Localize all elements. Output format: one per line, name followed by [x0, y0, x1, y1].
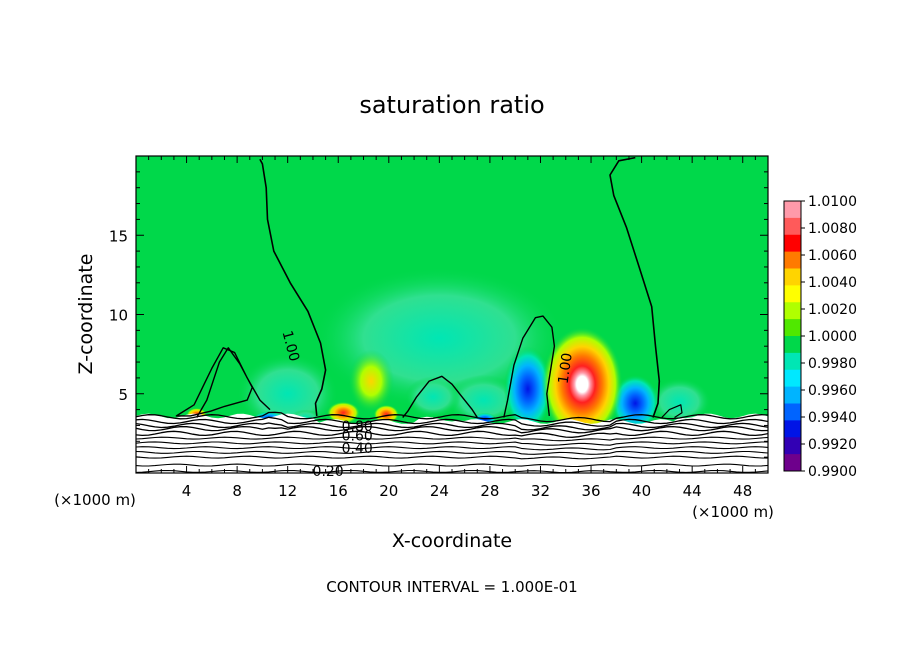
- contour-lines: [136, 156, 768, 473]
- contour-line-lower: [136, 411, 768, 423]
- field-positive-anomaly: [348, 349, 394, 413]
- colorbar-swatch: [784, 302, 801, 320]
- x-tick-label: 48: [733, 482, 752, 500]
- contour-line-lower: [136, 425, 768, 434]
- colorbar-label: 1.0020: [808, 302, 857, 318]
- x-axis-label: X-coordinate: [392, 530, 512, 552]
- colorbar-label: 0.9960: [808, 383, 857, 399]
- y-tick-label: 10: [109, 307, 128, 325]
- colorbar-label: 1.0000: [808, 329, 857, 345]
- contour-line-lower: [136, 463, 768, 468]
- contour-interval-note: CONTOUR INTERVAL = 1.000E-01: [326, 578, 577, 596]
- contour-line-lower: [136, 441, 768, 446]
- chart-title: saturation ratio: [359, 91, 544, 119]
- colorbar-swatch: [784, 336, 801, 354]
- contour-line-lower: [136, 446, 768, 451]
- field-weak-anomaly: [445, 374, 522, 426]
- y-tick-label: 5: [118, 386, 128, 404]
- y-unit-label: (×1000 m): [54, 491, 136, 509]
- colorbar-swatch: [784, 285, 801, 303]
- x-tick-label: 4: [182, 482, 192, 500]
- contour-label: 0.40: [342, 441, 373, 457]
- x-tick-label: 40: [632, 482, 651, 500]
- x-tick-label: 16: [329, 482, 348, 500]
- x-tick-label: 24: [430, 482, 449, 500]
- y-axis-label: Z-coordinate: [75, 254, 97, 375]
- contour-line-lower: [136, 450, 768, 455]
- contour-line-1-00: [661, 404, 683, 419]
- colorbar-swatch: [784, 352, 801, 371]
- colorbar-label: 1.0080: [808, 221, 857, 237]
- colorbar-swatch: [784, 369, 801, 388]
- field-positive-anomaly: [373, 404, 399, 424]
- colorbar-swatch: [784, 319, 801, 337]
- x-axis-ticks: 4 8 12 16 20 24 28 32 36 40 44 48: [148, 156, 756, 500]
- contour-line-1-00: [259, 158, 327, 416]
- colorbar-label: 0.9920: [808, 437, 857, 453]
- colorbar-swatch: [784, 201, 801, 219]
- y-axis-ticks: 5 10 15: [109, 171, 768, 458]
- contour-line-1-00: [175, 347, 271, 418]
- colorbar-swatch: [784, 386, 801, 404]
- contour-line-lower: [136, 436, 768, 442]
- contour-line-lower: [136, 455, 768, 460]
- x-tick-label: 32: [531, 482, 550, 500]
- contour-line-1-00: [609, 156, 661, 418]
- colorbar-label: 0.9980: [808, 356, 857, 372]
- x-unit-label: (×1000 m): [692, 503, 774, 521]
- colorbar-label: 0.9940: [808, 410, 857, 426]
- contour-label: 1.00: [556, 352, 576, 385]
- colorbar-label: 1.0040: [808, 275, 857, 291]
- contour-label: 0.20: [313, 464, 344, 480]
- contour-label: 1.00: [278, 329, 302, 363]
- contour-labels: 1.00 1.00 0.800.600.40 0.20: [278, 329, 575, 480]
- field-weak-anomaly: [647, 377, 712, 426]
- colorbar-label: 1.0060: [808, 248, 857, 264]
- contour-label: 0.80: [342, 419, 373, 435]
- contour-line-1-00: [503, 315, 556, 418]
- colorbar-swatch: [784, 403, 801, 421]
- x-tick-label: 36: [581, 482, 600, 500]
- x-tick-label: 12: [278, 482, 297, 500]
- colorbar-swatch: [784, 234, 801, 253]
- colorbar-swatch: [784, 454, 801, 472]
- plot-area: 1.001.000.800.600.400.20 4 8 12 16 20 24 28 32 3…: [109, 155, 769, 500]
- field-negative-anomaly: [503, 346, 552, 432]
- colorbar-swatch: [784, 437, 801, 455]
- colorbar: 1.0100 1.0080 1.0060 1.0040 1.0020 1.0000 0.99…: [783, 194, 857, 480]
- contour-line-lower: [136, 416, 768, 427]
- colorbar-swatch: [784, 217, 801, 236]
- colorbar-swatch: [784, 420, 801, 438]
- x-tick-label: 8: [232, 482, 242, 500]
- contour-label: 0.60: [342, 429, 373, 445]
- colorbar-swatch: [784, 251, 801, 269]
- field-positive-anomaly: [326, 401, 360, 424]
- field-positive-anomaly: [541, 327, 623, 442]
- contour-line-lower: [136, 422, 768, 431]
- contour-line-1-00: [402, 375, 478, 418]
- y-tick-label: 15: [109, 227, 128, 245]
- colorbar-swatch: [784, 268, 801, 286]
- field-weak-anomaly: [405, 376, 461, 418]
- x-tick-label: 20: [379, 482, 398, 500]
- x-tick-label: 44: [683, 482, 702, 500]
- x-tick-label: 28: [480, 482, 499, 500]
- colorbar-label: 0.9900: [808, 464, 857, 480]
- contour-line-lower: [136, 430, 768, 438]
- colorbar-label: 1.0100: [808, 194, 857, 210]
